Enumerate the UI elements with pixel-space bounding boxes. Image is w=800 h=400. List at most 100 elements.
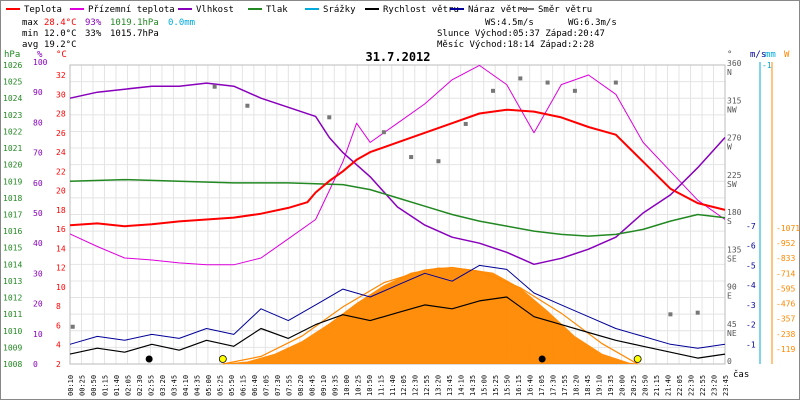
time-tick: 12:05 [400,375,408,396]
mm-axis-label: mm [765,50,776,60]
wind-speed-line [69,296,726,359]
dir-tick-name: SW [727,180,737,189]
w-tick: -714 [776,269,795,278]
ground-temp-line [69,64,726,266]
wind-direction-series [70,76,700,329]
time-tick: 13:20 [435,375,443,396]
time-tick: 11:40 [389,375,397,396]
hpa-tick: 1021 [3,144,22,153]
time-tick: 10:25 [354,375,362,396]
time-tick: 08:45 [308,375,316,396]
c-tick: 16 [56,225,66,234]
dir-tick-name: NW [727,105,737,114]
hpa-tick: 1020 [3,161,22,170]
c-tick: 24 [56,148,66,157]
dir-tick: 180 [727,208,742,217]
pct-tick: 80 [33,118,43,127]
time-axis-label: čas [733,369,749,380]
dir-tick: 270 [727,134,742,143]
ms-tick: -5 [746,261,756,270]
time-tick: 04:10 [182,375,190,396]
w-tick: -1071 [776,224,800,233]
legend-label-rychlost: Rychlost větru [383,5,459,15]
axis-ticks: 1026102510241023102210211020101910181017… [3,58,800,396]
hpa-tick: 1010 [3,327,22,336]
mm-tick: -1 [762,61,772,70]
wind-dir-point [245,103,250,108]
time-tick: 13:45 [446,375,454,396]
dir-tick: 135 [727,245,742,254]
stats-max-label: max [22,18,39,28]
legend-label-teplota: Teplota [24,5,62,15]
c-tick: 8 [56,302,61,311]
pct-axis-label: % [37,50,43,60]
time-tick: 10:50 [366,375,374,396]
c-tick: 22 [56,167,66,176]
hpa-tick: 1009 [3,343,22,352]
c-tick: 26 [56,129,66,138]
time-tick: 21:40 [665,375,673,396]
stats-max-rain: 0.0mm [168,18,195,28]
hpa-axis-label: hPa [4,50,20,60]
time-tick: 01:40 [113,375,121,396]
solar-series [220,266,644,365]
hpa-tick: 1012 [3,294,22,303]
time-tick: 07:30 [274,375,282,396]
time-tick: 09:35 [331,375,339,396]
time-tick: 14:10 [458,375,466,396]
c-tick: 18 [56,206,66,215]
stats-min-label: min [22,29,38,39]
pressure-line [69,178,726,237]
c-tick: 12 [56,264,66,273]
time-tick: 02:30 [136,375,144,396]
dir-tick-name: N [727,68,732,77]
time-tick: 05:50 [228,375,236,396]
hpa-tick: 1015 [3,244,22,253]
series-lines [69,64,726,359]
time-tick: 02:55 [147,375,155,396]
legend: Teplota Přízemní teplota Vlhkost Tlak Srážky… [6,5,592,15]
time-tick: 00:50 [90,375,98,396]
c-tick: 10 [56,283,66,292]
info-wg: WG:6.3m/s [568,18,617,28]
time-tick: 22:30 [688,375,696,396]
dir-tick-name: NE [727,329,737,338]
wind-dir-point [212,84,217,89]
legend-label-naraz: Náraz větru [468,5,528,15]
temperature-line [69,108,726,228]
pct-tick: 0 [33,360,38,369]
ms-tick: -3 [746,301,756,310]
pct-tick: 20 [33,300,43,309]
pct-tick: 30 [33,269,43,278]
time-tick: 05:00 [205,375,213,396]
stats-block: max 28.4°C 93% 1019.1hPa 0.0mm min 12.0°… [22,18,195,50]
time-tick: 21:15 [653,375,661,396]
info-block: WS:4.5m/s WG:6.3m/s Slunce Východ:05:37 … [437,18,617,50]
pct-tick: 40 [33,239,43,248]
wind-dir-point [463,121,468,126]
stats-min-temp: 12.0°C [44,29,77,39]
w-tick: -952 [776,239,795,248]
moon-marker-0 [145,355,153,363]
time-tick: 18:45 [584,375,592,396]
w-axis-label: W [784,50,790,60]
c-tick: 20 [56,187,66,196]
time-tick: 11:15 [377,375,385,396]
time-tick: 17:05 [538,375,546,396]
stats-max-press: 1019.1hPa [110,18,159,28]
hpa-tick: 1017 [3,211,22,220]
sun-marker-1 [633,355,642,363]
pct-tick: 70 [33,149,43,158]
wind-dir-point [491,88,496,93]
hpa-tick: 1024 [3,94,22,103]
wind-dir-point [518,76,523,81]
stats-min-hum: 33% [85,29,102,39]
time-tick: 20:50 [642,375,650,396]
stats-max-temp: 28.4°C [44,18,77,28]
wind-dir-point [613,80,618,85]
c-tick: 28 [56,110,66,119]
c-tick: 14 [56,244,66,253]
hpa-tick: 1011 [3,310,22,319]
time-tick: 03:20 [159,375,167,396]
